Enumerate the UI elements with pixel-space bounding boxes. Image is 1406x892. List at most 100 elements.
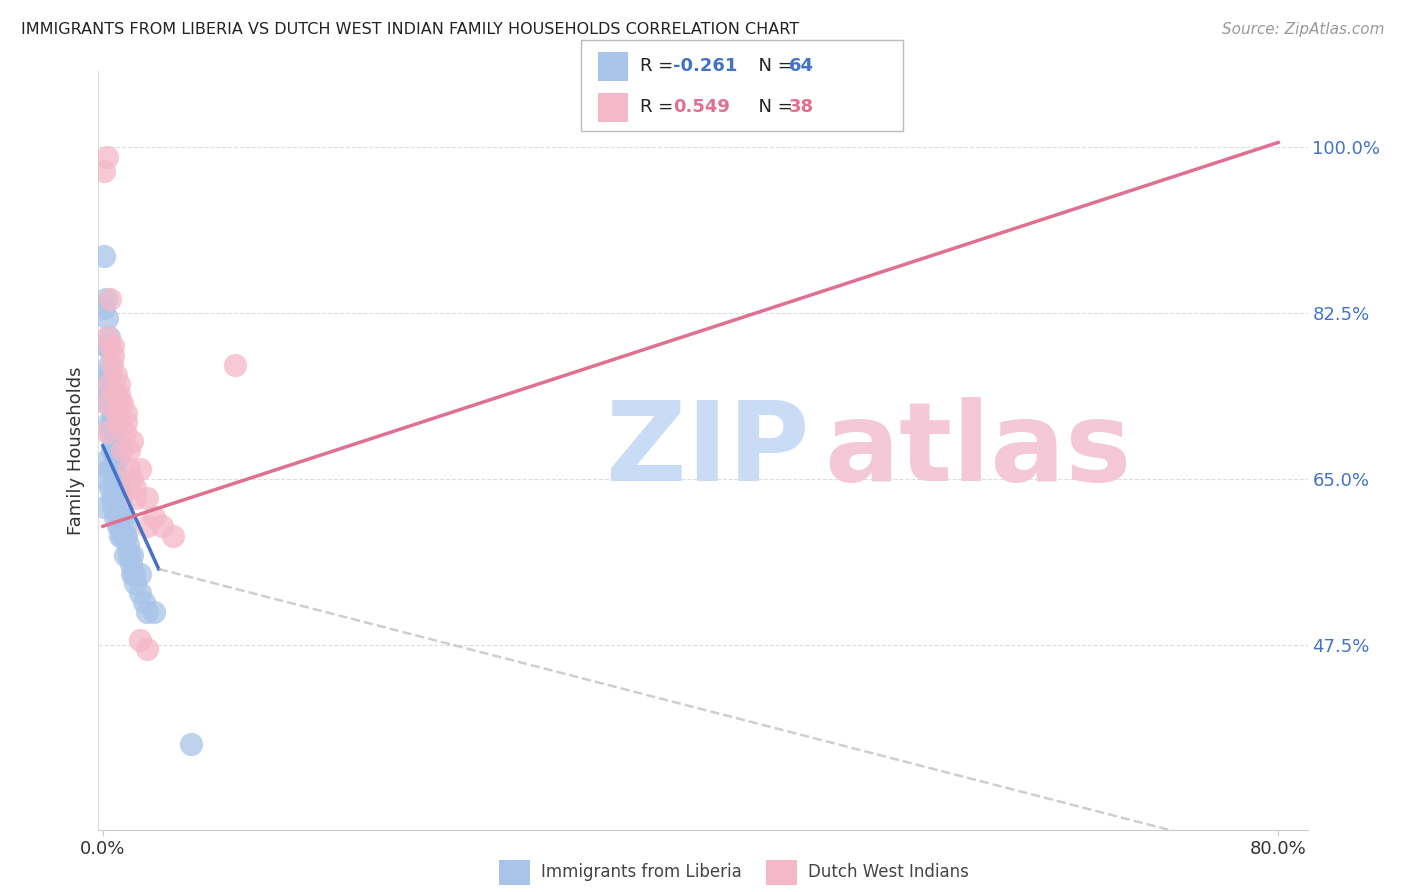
Point bbox=[100, 386, 122, 401]
Point bbox=[115, 406, 138, 420]
Point bbox=[121, 548, 143, 562]
Point bbox=[110, 519, 132, 533]
Text: 0.549: 0.549 bbox=[673, 98, 730, 117]
Point bbox=[96, 150, 118, 164]
Point bbox=[107, 453, 129, 467]
Point bbox=[96, 425, 118, 439]
Point bbox=[162, 529, 184, 543]
Text: Dutch West Indians: Dutch West Indians bbox=[808, 863, 969, 881]
Point bbox=[121, 434, 143, 448]
Point bbox=[128, 566, 150, 581]
Point bbox=[111, 396, 134, 410]
Point bbox=[121, 472, 143, 486]
Text: R =: R = bbox=[640, 98, 679, 117]
Point bbox=[96, 310, 118, 325]
Point bbox=[105, 406, 128, 420]
Point bbox=[118, 462, 141, 476]
Point bbox=[128, 585, 150, 599]
Point bbox=[108, 377, 131, 392]
Text: 64: 64 bbox=[789, 57, 814, 76]
Point bbox=[97, 462, 120, 476]
Point bbox=[108, 500, 131, 515]
Point bbox=[100, 491, 122, 505]
Point bbox=[93, 164, 115, 178]
Point bbox=[180, 737, 202, 751]
Text: -0.261: -0.261 bbox=[673, 57, 738, 76]
Text: N =: N = bbox=[747, 57, 799, 76]
Point bbox=[143, 605, 166, 619]
Point bbox=[97, 386, 120, 401]
Point bbox=[111, 443, 134, 458]
Point bbox=[122, 566, 145, 581]
Point bbox=[111, 500, 134, 515]
Point bbox=[96, 368, 118, 382]
Point bbox=[96, 339, 118, 353]
Point bbox=[98, 482, 121, 496]
Point bbox=[110, 396, 132, 410]
Point bbox=[97, 415, 120, 429]
Point bbox=[103, 425, 125, 439]
Point bbox=[94, 472, 117, 486]
Point bbox=[111, 529, 134, 543]
Point bbox=[110, 491, 132, 505]
Point bbox=[124, 482, 146, 496]
Text: R =: R = bbox=[640, 57, 679, 76]
Point bbox=[135, 642, 157, 657]
Y-axis label: Family Households: Family Households bbox=[66, 367, 84, 534]
Point bbox=[98, 368, 121, 382]
Point bbox=[93, 301, 115, 316]
Point bbox=[100, 358, 122, 372]
Point bbox=[117, 538, 139, 552]
Point bbox=[112, 509, 135, 524]
Point bbox=[128, 462, 150, 476]
Text: IMMIGRANTS FROM LIBERIA VS DUTCH WEST INDIAN FAMILY HOUSEHOLDS CORRELATION CHART: IMMIGRANTS FROM LIBERIA VS DUTCH WEST IN… bbox=[21, 22, 799, 37]
Point bbox=[98, 425, 121, 439]
Point bbox=[100, 415, 122, 429]
Point bbox=[108, 386, 131, 401]
Point bbox=[98, 339, 121, 353]
Point bbox=[98, 396, 121, 410]
Point bbox=[101, 406, 124, 420]
Point bbox=[93, 500, 115, 515]
Point bbox=[94, 292, 117, 306]
Point bbox=[105, 443, 128, 458]
Point bbox=[114, 425, 136, 439]
Point bbox=[101, 462, 124, 476]
Point bbox=[124, 491, 146, 505]
Point bbox=[94, 377, 117, 392]
Point bbox=[114, 529, 136, 543]
Point bbox=[105, 368, 128, 382]
Point bbox=[107, 415, 129, 429]
Point bbox=[107, 482, 129, 496]
Point bbox=[128, 633, 150, 648]
Point bbox=[115, 529, 138, 543]
Point bbox=[96, 330, 118, 344]
Point bbox=[103, 386, 125, 401]
Text: ZIP: ZIP bbox=[606, 397, 810, 504]
Point bbox=[110, 529, 132, 543]
Point bbox=[143, 509, 166, 524]
Point bbox=[96, 396, 118, 410]
Point bbox=[101, 434, 124, 448]
Point bbox=[97, 358, 120, 372]
Point bbox=[132, 595, 155, 609]
Point bbox=[108, 472, 131, 486]
Text: Source: ZipAtlas.com: Source: ZipAtlas.com bbox=[1222, 22, 1385, 37]
Point bbox=[118, 548, 141, 562]
Point bbox=[114, 519, 136, 533]
Point bbox=[114, 548, 136, 562]
Point bbox=[97, 330, 120, 344]
Point bbox=[103, 453, 125, 467]
Point bbox=[103, 482, 125, 496]
Point bbox=[101, 339, 124, 353]
Point bbox=[94, 339, 117, 353]
Point bbox=[124, 576, 146, 591]
Point bbox=[135, 491, 157, 505]
Point bbox=[101, 500, 124, 515]
Point bbox=[101, 349, 124, 363]
Text: Immigrants from Liberia: Immigrants from Liberia bbox=[541, 863, 742, 881]
Point bbox=[96, 453, 118, 467]
Point bbox=[120, 557, 142, 572]
Point bbox=[150, 519, 173, 533]
Point bbox=[115, 415, 138, 429]
